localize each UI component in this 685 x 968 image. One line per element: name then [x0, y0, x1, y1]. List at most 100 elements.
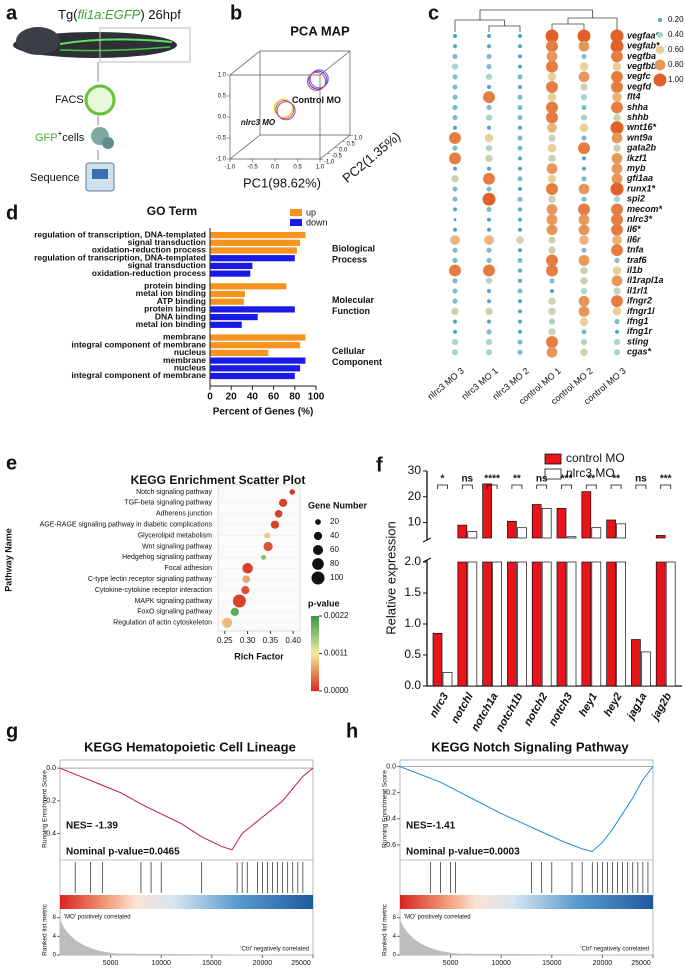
dot	[518, 217, 522, 222]
dot	[610, 29, 624, 43]
chart-title: KEGG Notch Signaling Pathway	[431, 739, 629, 754]
dot	[517, 288, 523, 294]
dot	[578, 142, 590, 155]
dot	[547, 143, 557, 153]
legend-swatch	[290, 209, 302, 216]
enrichment-line	[399, 766, 654, 853]
x-tick-label: 15000	[202, 960, 222, 967]
bar-upper	[581, 491, 592, 539]
dot	[611, 275, 623, 287]
bar-upper	[556, 508, 567, 539]
x-tick-label: 1.0	[316, 165, 325, 171]
dot	[518, 44, 522, 49]
row-label: shha	[627, 102, 648, 112]
sample-point	[276, 101, 296, 121]
bar-lower	[492, 561, 502, 687]
dot	[452, 257, 458, 263]
dot	[613, 144, 621, 152]
ranked-metric	[60, 919, 313, 955]
panel-label: a	[6, 2, 18, 24]
significance-bracket	[635, 484, 647, 489]
dot	[578, 224, 590, 236]
y-axis-title: PC2(1.35%)	[339, 129, 403, 186]
dot	[453, 227, 457, 232]
group-label: Process	[332, 255, 367, 265]
bar	[210, 255, 295, 262]
row-label: vegfab*	[627, 41, 660, 51]
y-tick-label: 1.0	[354, 136, 363, 142]
colorbar-step	[311, 628, 319, 632]
y-axis-title: Pathway Name	[3, 528, 13, 592]
bar-lower	[432, 632, 443, 687]
dot	[548, 246, 556, 254]
bar-label: signal transduction	[128, 260, 206, 270]
legend-label: 0.80	[668, 60, 684, 69]
row-label: il6*	[627, 224, 641, 234]
dot	[482, 192, 496, 206]
dot	[516, 236, 524, 244]
x-tick-label: hey2	[602, 691, 625, 719]
dot	[580, 94, 588, 101]
bar-label: nucleus	[174, 362, 206, 372]
colorbar-label: 0.0022	[324, 611, 349, 620]
bar-label: oxidation-reduction process	[92, 245, 207, 255]
legend-dot	[653, 73, 667, 87]
bubble	[270, 520, 280, 529]
x-tick-label: 15000	[542, 960, 562, 967]
sample-point	[309, 69, 329, 89]
x-tick-label: hey1	[577, 691, 600, 719]
cube-edge	[319, 50, 351, 76]
legend-label: 0.40	[668, 30, 684, 39]
dot	[548, 236, 556, 244]
row-label: vegfaa*	[627, 30, 660, 40]
y-tick-label: 0.5	[347, 142, 356, 148]
bar-label: DNA binding	[155, 311, 206, 321]
significance-bracket	[486, 484, 498, 489]
y-tick-label: 1.5	[404, 585, 421, 599]
row-label: cgas*	[627, 347, 652, 357]
y-tick-label: Adherens junction	[156, 511, 212, 518]
y-tick-label: Glycerolipid metabolism	[138, 532, 212, 539]
bar	[210, 306, 295, 313]
chart-title: GO Term	[147, 204, 197, 218]
metric-tick-label: 4	[393, 934, 397, 940]
bar-lower	[541, 561, 552, 687]
dot	[517, 74, 523, 80]
dot	[518, 54, 522, 59]
neg-label: 'Ctrl' negatively correlated	[240, 947, 309, 953]
dot	[611, 163, 623, 174]
dot	[548, 195, 556, 203]
pvalue-text: Nominal p-value=0.0465	[66, 847, 180, 858]
dot	[487, 34, 491, 38]
dot	[610, 182, 624, 196]
dot	[581, 53, 587, 59]
size-legend-label: 40	[330, 531, 339, 540]
bar-upper	[507, 520, 517, 539]
y-tick-label: Notch signaling pathway	[136, 489, 212, 496]
legend-label: control MO	[566, 451, 625, 465]
dot	[581, 135, 587, 141]
dot	[449, 152, 461, 165]
x-tick-label: 60	[268, 392, 280, 403]
y-tick	[319, 158, 324, 161]
x-tick-label: -0.5	[247, 165, 258, 171]
significance-bracket	[536, 484, 548, 489]
y-axis-title: Relative expression	[383, 521, 398, 634]
dot	[451, 338, 459, 346]
colorbar-step	[311, 626, 319, 629]
bar	[210, 290, 245, 298]
legend-swatch	[544, 453, 562, 465]
colorbar-step	[311, 638, 319, 642]
dot	[578, 183, 590, 195]
bubble	[264, 532, 271, 539]
colorbar-step	[311, 616, 319, 619]
dot	[451, 175, 459, 183]
nes-text: NES= -1.39	[66, 821, 118, 832]
bar-lower	[482, 561, 492, 687]
bar-upper	[531, 504, 542, 539]
bar-label: protein binding	[144, 304, 206, 314]
dot	[611, 173, 623, 185]
dot	[579, 317, 589, 326]
x-tick-label: 80	[289, 392, 301, 403]
significance-label: **	[612, 474, 620, 485]
